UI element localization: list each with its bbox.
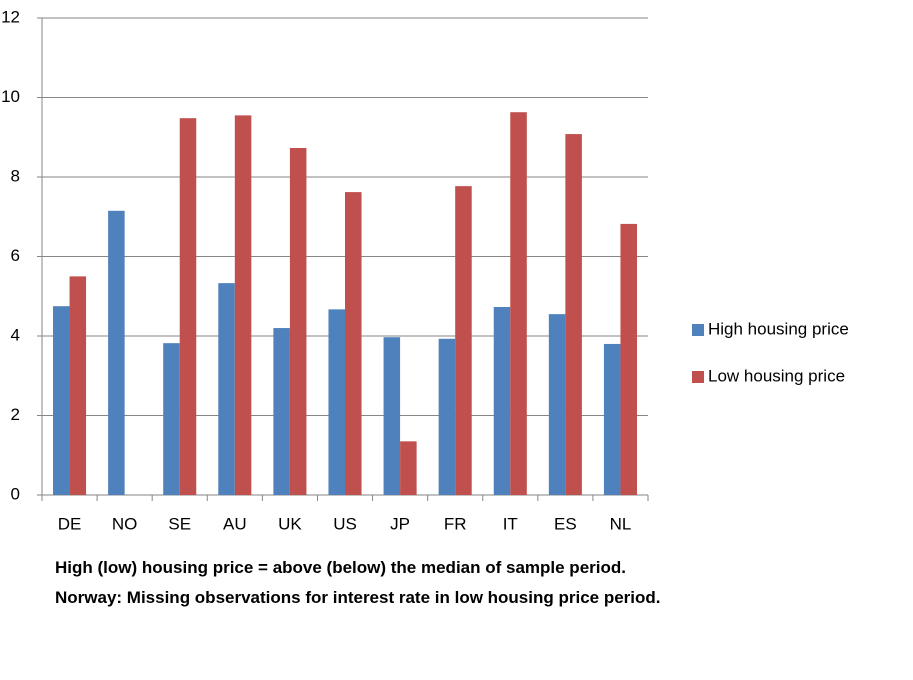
y-tick-label: 6 bbox=[11, 246, 20, 265]
x-tick-label: IT bbox=[503, 514, 518, 533]
bar bbox=[510, 112, 527, 496]
legend-label: High housing price bbox=[708, 319, 849, 338]
y-tick-label: 10 bbox=[1, 87, 20, 106]
y-tick-label: 2 bbox=[11, 405, 20, 424]
bar bbox=[289, 147, 307, 496]
note: Norway: Missing observations for interes… bbox=[55, 588, 661, 607]
note: High (low) housing price = above (below)… bbox=[55, 558, 626, 577]
x-tick-label: DE bbox=[58, 514, 82, 533]
bar bbox=[108, 210, 125, 495]
x-tick-label: US bbox=[333, 514, 357, 533]
x-tick-label: SE bbox=[168, 514, 191, 533]
bar bbox=[234, 115, 252, 495]
bar bbox=[603, 343, 621, 495]
x-tick-label: AU bbox=[223, 514, 247, 533]
x-tick-label: ES bbox=[554, 514, 577, 533]
x-tick-label: FR bbox=[444, 514, 467, 533]
bar bbox=[383, 337, 401, 495]
y-tick-label: 0 bbox=[11, 484, 20, 503]
x-tick-label: NL bbox=[610, 514, 632, 533]
legend-swatch bbox=[692, 371, 704, 383]
bar bbox=[400, 441, 417, 495]
x-tick-label: NO bbox=[112, 514, 138, 533]
chart: 0 2 4 6 8 10 12 DE NO SE AU UK US JP FR IT ES NL High hous… bbox=[1, 7, 849, 533]
bar bbox=[438, 338, 456, 495]
bar bbox=[455, 186, 472, 495]
legend-swatch bbox=[692, 324, 704, 336]
y-tick-label: 12 bbox=[1, 7, 20, 26]
bar bbox=[493, 306, 511, 495]
x-tick-label: JP bbox=[390, 514, 410, 533]
y-tick-label: 8 bbox=[11, 166, 20, 185]
bar bbox=[548, 314, 566, 495]
notes: High (low) housing price = above (below)… bbox=[55, 553, 815, 613]
legend-label: Low housing price bbox=[708, 366, 845, 385]
bar bbox=[218, 283, 235, 495]
bar bbox=[328, 309, 345, 495]
y-tick-label: 4 bbox=[11, 325, 20, 344]
bar bbox=[565, 134, 582, 495]
x-tick-label: UK bbox=[278, 514, 302, 533]
bar bbox=[620, 223, 637, 495]
bar bbox=[273, 328, 290, 495]
bar bbox=[53, 306, 70, 495]
bar bbox=[179, 118, 197, 496]
bar bbox=[345, 192, 362, 496]
bar bbox=[163, 343, 180, 495]
bar bbox=[69, 276, 87, 495]
